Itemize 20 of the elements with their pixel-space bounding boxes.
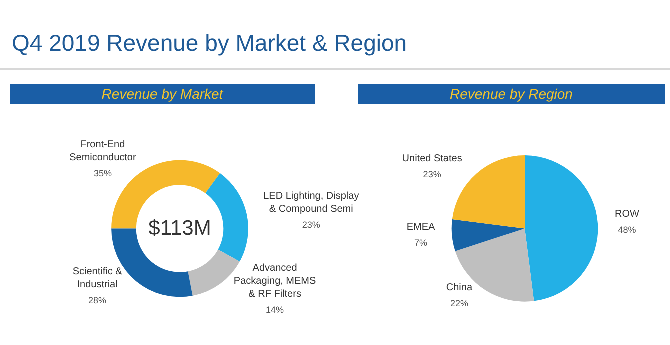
text: $113M (148, 217, 212, 240)
slice-label: LED Lighting, Display & Compound Semi (264, 191, 360, 216)
slice-label: China (446, 282, 473, 294)
data-label: 23% (423, 169, 442, 180)
text: Q4 2019 Revenue by Market & Region (12, 30, 408, 57)
chart-title: Revenue by Market (10, 84, 315, 104)
slice-label: Front-End Semiconductor (70, 140, 137, 164)
data-label: 7% (414, 238, 428, 248)
data-label: 23% (302, 220, 320, 230)
data-label: 48% (618, 225, 636, 236)
data-label: 22% (450, 298, 468, 309)
slice-label: Scientific & Industrial (72, 266, 123, 291)
data-label: 28% (88, 296, 107, 306)
slice-label: Advanced Packaging, MEMS & RF Filters (234, 263, 317, 300)
slice-label: ROW (614, 209, 640, 220)
chart-title: Revenue by Region (358, 84, 665, 104)
slice-label: United States (402, 153, 462, 164)
data-label: 14% (266, 305, 284, 316)
slice-label: EMEA (406, 222, 436, 233)
data-label: 35% (94, 168, 112, 179)
